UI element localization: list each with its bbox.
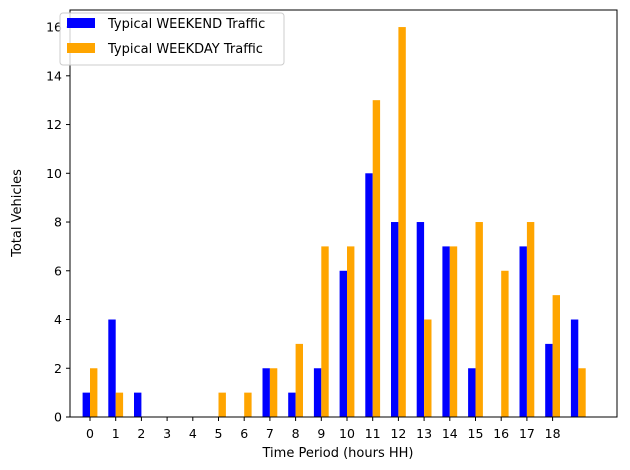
weekday-bar-18 <box>552 295 560 417</box>
weekend-bar-1 <box>108 319 116 417</box>
x-tick-label-9: 9 <box>317 426 325 441</box>
weekend-bar-10 <box>339 270 347 417</box>
x-axis-label: Time Period (hours HH) <box>262 446 414 461</box>
y-tick-label-2: 4 <box>54 312 62 327</box>
x-tick-label-2: 2 <box>137 426 145 441</box>
weekday-bar-5 <box>218 392 226 417</box>
x-tick-label-7: 7 <box>266 426 274 441</box>
x-axis: 0 1 2 3 4 5 6 7 8 9 10 11 12 13 14 15 16 17 18 <box>86 417 561 441</box>
x-tick-label-11: 11 <box>365 426 381 441</box>
weekend-bar-8 <box>288 392 296 417</box>
weekend-bar-11 <box>365 173 373 417</box>
weekday-bar-6 <box>244 392 252 417</box>
y-tick-label-0: 0 <box>54 410 62 425</box>
x-tick-label-13: 13 <box>416 426 432 441</box>
weekend-bar-0 <box>82 392 90 417</box>
legend-label-weekday: Typical WEEKDAY Traffic <box>107 42 263 57</box>
x-tick-label-17: 17 <box>519 426 535 441</box>
weekday-bar-17 <box>526 222 535 417</box>
weekday-bar-11 <box>372 100 381 418</box>
weekday-bar-9 <box>321 246 329 417</box>
weekday-bar-19 <box>578 368 586 417</box>
weekday-bar-14 <box>449 246 458 417</box>
y-tick-label-6: 12 <box>46 117 62 132</box>
weekend-bar-2 <box>134 392 142 417</box>
y-tick-label-4: 8 <box>54 215 62 230</box>
y-tick-label-3: 6 <box>54 263 62 278</box>
y-axis: 0 2 4 6 8 10 12 14 16 <box>46 20 70 425</box>
weekend-bar-12 <box>391 222 399 417</box>
weekday-bar-12 <box>398 27 406 418</box>
legend-frame <box>59 12 285 66</box>
weekday-bar-8 <box>295 343 303 417</box>
weekday-bar-15 <box>475 222 483 417</box>
weekend-bar-14 <box>442 246 450 417</box>
weekend-bar-17 <box>519 246 527 417</box>
x-tick-label-15: 15 <box>468 426 484 441</box>
weekend-bar-15 <box>468 368 476 417</box>
weekend-bar-7 <box>262 368 270 417</box>
plot-frame <box>69 9 618 418</box>
bars-group <box>82 27 586 418</box>
x-tick-label-18: 18 <box>545 426 561 441</box>
weekend-bar-9 <box>313 368 322 417</box>
legend-swatch-weekday <box>67 43 95 53</box>
weekend-bar-18 <box>545 343 553 417</box>
y-tick-label-1: 2 <box>54 361 62 376</box>
weekday-bar-16 <box>501 270 509 417</box>
x-tick-label-6: 6 <box>240 426 248 441</box>
y-tick-label-8: 16 <box>46 20 62 35</box>
x-tick-label-16: 16 <box>493 426 509 441</box>
x-tick-label-1: 1 <box>112 426 120 441</box>
x-tick-label-14: 14 <box>442 426 458 441</box>
y-tick-label-5: 10 <box>46 166 62 181</box>
weekend-bar-19 <box>570 319 579 417</box>
x-tick-label-4: 4 <box>189 426 197 441</box>
weekday-bar-13 <box>424 319 432 417</box>
weekday-bar-0 <box>90 368 98 417</box>
legend: Typical WEEKEND Traffic Typical WEEKDAY … <box>59 12 285 66</box>
weekday-bar-10 <box>347 246 355 417</box>
x-tick-label-5: 5 <box>215 426 223 441</box>
x-tick-label-12: 12 <box>390 426 406 441</box>
y-tick-label-7: 14 <box>46 68 62 83</box>
weekend-bar-13 <box>416 222 425 417</box>
x-tick-label-10: 10 <box>339 426 355 441</box>
x-tick-label-0: 0 <box>86 426 94 441</box>
weekday-bar-1 <box>115 392 124 417</box>
x-tick-label-3: 3 <box>163 426 171 441</box>
y-axis-label: Total Vehicles <box>10 169 25 258</box>
legend-swatch-weekend <box>67 18 95 28</box>
weekday-bar-7 <box>269 368 278 417</box>
legend-label-weekend: Typical WEEKEND Traffic <box>107 17 265 32</box>
x-tick-label-8: 8 <box>292 426 300 441</box>
